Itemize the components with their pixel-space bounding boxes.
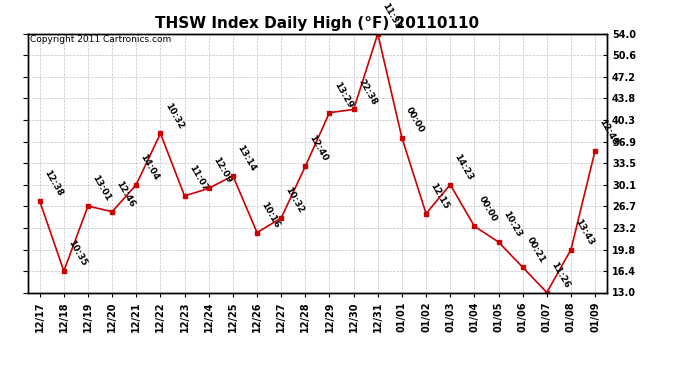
Text: 14:04: 14:04 — [139, 152, 161, 182]
Text: Copyright 2011 Cartronics.com: Copyright 2011 Cartronics.com — [30, 35, 172, 44]
Text: 00:00: 00:00 — [477, 194, 499, 223]
Text: 10:32: 10:32 — [284, 186, 306, 215]
Title: THSW Index Daily High (°F) 20110110: THSW Index Daily High (°F) 20110110 — [155, 16, 480, 31]
Text: 10:16: 10:16 — [259, 200, 282, 230]
Text: 10:32: 10:32 — [163, 101, 185, 130]
Text: 12:38: 12:38 — [42, 168, 64, 198]
Text: 13:01: 13:01 — [90, 174, 112, 203]
Text: 10:35: 10:35 — [66, 239, 88, 268]
Text: 13:14: 13:14 — [235, 143, 257, 172]
Text: 12:48: 12:48 — [598, 118, 620, 147]
Text: 00:21: 00:21 — [525, 235, 547, 264]
Text: 12:09: 12:09 — [211, 156, 233, 185]
Text: 13:29: 13:29 — [332, 80, 354, 110]
Text: 12:15: 12:15 — [428, 181, 451, 210]
Text: 11:26: 11:26 — [549, 260, 571, 290]
Text: 11:07: 11:07 — [187, 164, 209, 193]
Text: 12:46: 12:46 — [115, 179, 137, 209]
Text: 22:38: 22:38 — [356, 77, 378, 106]
Text: 10:23: 10:23 — [501, 210, 523, 239]
Text: 00:00: 00:00 — [404, 106, 426, 135]
Text: 13:43: 13:43 — [573, 217, 595, 246]
Text: 11:33: 11:33 — [380, 1, 402, 31]
Text: 12:40: 12:40 — [308, 134, 330, 163]
Text: 14:23: 14:23 — [453, 152, 475, 182]
